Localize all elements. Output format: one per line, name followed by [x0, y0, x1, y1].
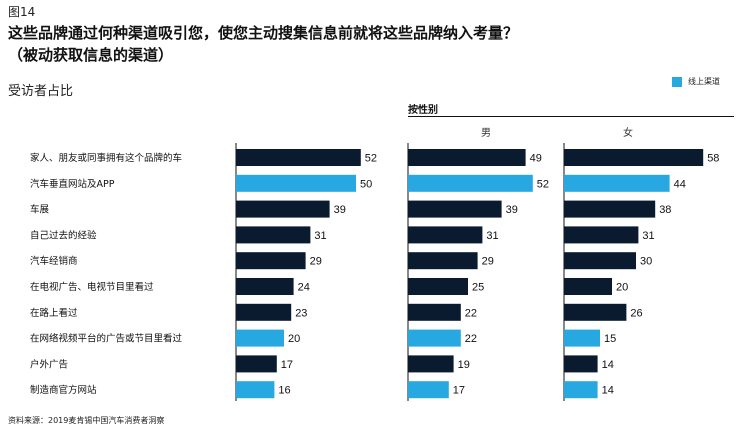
category-label: 自己过去的经验: [30, 229, 97, 241]
value-label-male: 22: [465, 307, 477, 319]
bar-female: [564, 355, 598, 373]
chart-title: 这些品牌通过何种渠道吸引您，使您主动搜集信息前就将这些品牌纳入考量？: [8, 24, 519, 42]
bar-total: [236, 226, 311, 244]
value-label-female: 38: [659, 204, 671, 216]
bar-female: [564, 174, 670, 192]
value-label-male: 31: [486, 230, 498, 242]
bar-total: [236, 174, 356, 192]
bar-total: [236, 329, 284, 347]
value-label-total: 31: [314, 230, 326, 242]
value-label-male: 17: [453, 385, 465, 397]
bar-total: [236, 252, 306, 270]
bar-female: [564, 226, 639, 244]
value-label-male: 49: [530, 153, 542, 165]
value-label-male: 39: [506, 204, 518, 216]
bar-female: [564, 278, 612, 295]
category-label: 在电视广告、电视节目里看过: [30, 281, 154, 293]
group-rule: [408, 116, 734, 117]
bar-male: [408, 381, 449, 399]
value-label-total: 50: [360, 178, 372, 190]
value-label-female: 14: [602, 359, 614, 371]
bar-female: [564, 381, 598, 399]
bar-total: [236, 200, 330, 218]
bar-total: [236, 381, 275, 399]
bar-female: [564, 252, 636, 270]
legend-swatch-online: [672, 77, 682, 87]
bar-female: [564, 200, 656, 218]
category-label: 汽车垂直网站及APP: [30, 178, 115, 190]
bar-female: [564, 329, 600, 347]
bar-total: [236, 303, 292, 321]
value-label-female: 44: [674, 178, 686, 190]
value-label-total: 17: [281, 359, 293, 371]
bar-total: [236, 355, 277, 373]
bar-total: [236, 278, 294, 295]
group-label: 按性别: [408, 105, 438, 116]
bar-male: [408, 149, 526, 166]
value-label-male: 52: [537, 178, 549, 190]
category-label: 在网络视频平台的广告或节目里看过: [30, 333, 183, 345]
bar-male: [408, 226, 483, 244]
value-label-female: 31: [642, 230, 654, 242]
category-label: 车展: [30, 204, 50, 216]
value-label-female: 20: [616, 282, 628, 294]
value-label-total: 52: [365, 153, 377, 165]
category-label: 汽车经销商: [30, 255, 78, 267]
value-label-total: 20: [288, 333, 300, 345]
category-label: 户外广告: [30, 358, 68, 370]
value-label-total: 24: [298, 282, 310, 294]
chart-title-note: （被动获取信息的渠道）: [8, 46, 174, 64]
category-label: 在路上看过: [30, 307, 78, 319]
source-note: 资料来源：2019麦肯锡中国汽车消费者洞察: [8, 416, 165, 425]
bar-total: [236, 149, 361, 166]
value-label-total: 16: [278, 385, 290, 397]
column-header-male: 男: [481, 128, 491, 139]
value-label-total: 39: [334, 204, 346, 216]
value-label-female: 14: [602, 385, 614, 397]
category-label: 制造商官方网站: [30, 384, 97, 396]
legend-label-online: 线上渠道: [688, 77, 720, 86]
bar-male: [408, 252, 478, 270]
figure-label: 图14: [8, 5, 36, 19]
value-label-total: 29: [310, 256, 322, 268]
chart-subtitle: 受访者占比: [8, 84, 74, 99]
bar-male: [408, 278, 468, 295]
bar-male: [408, 174, 533, 192]
category-label: 家人、朋友或同事拥有这个品牌的车: [30, 152, 182, 164]
value-label-male: 22: [465, 333, 477, 345]
bar-female: [564, 149, 704, 166]
value-label-male: 29: [482, 256, 494, 268]
value-label-female: 15: [604, 333, 616, 345]
bar-male: [408, 303, 461, 321]
bar-male: [408, 355, 454, 373]
bar-male: [408, 329, 461, 347]
bar-female: [564, 303, 627, 321]
value-label-male: 25: [472, 282, 484, 294]
bar-male: [408, 200, 502, 218]
value-label-female: 26: [630, 307, 642, 319]
column-header-female: 女: [623, 128, 633, 139]
value-label-male: 19: [458, 359, 470, 371]
value-label-female: 30: [640, 256, 652, 268]
value-label-total: 23: [295, 307, 307, 319]
value-label-female: 58: [707, 153, 719, 165]
